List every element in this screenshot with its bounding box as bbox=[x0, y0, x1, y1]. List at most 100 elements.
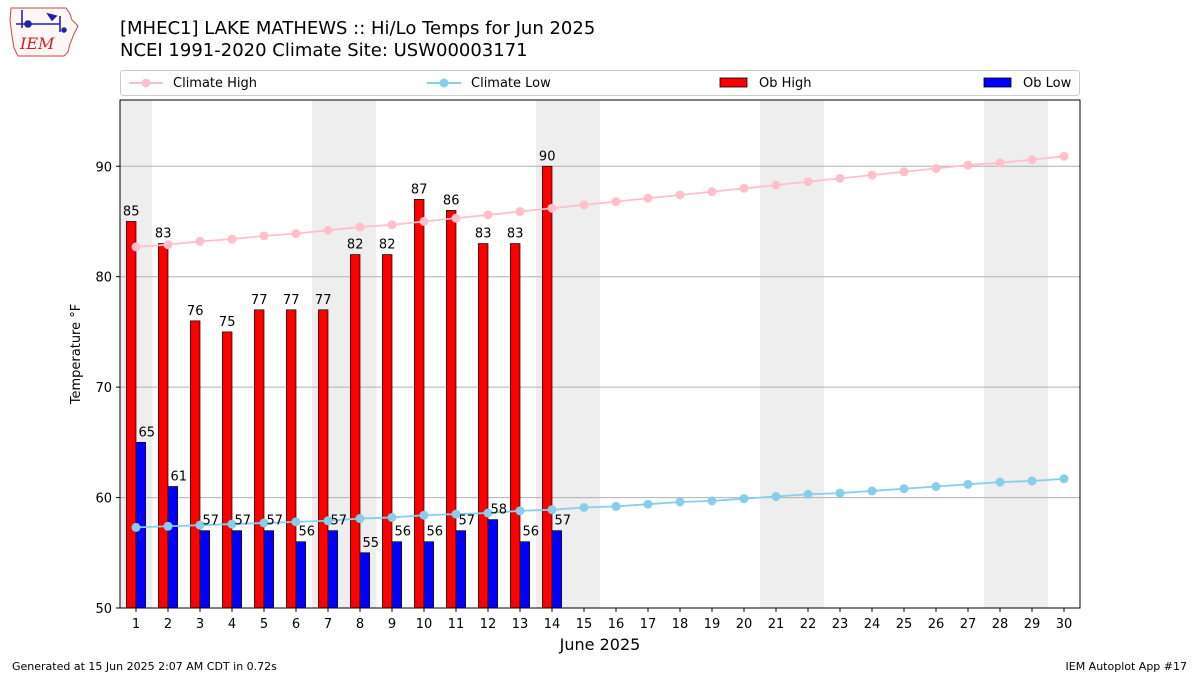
x-axis-label: June 2025 bbox=[559, 635, 641, 654]
climate-high-point bbox=[675, 190, 685, 200]
x-tick-label: 9 bbox=[388, 617, 396, 632]
x-tick-label: 29 bbox=[1024, 617, 1041, 632]
climate-low-point bbox=[291, 517, 301, 527]
ob-low-bar bbox=[359, 552, 370, 609]
climate-low-point bbox=[579, 503, 589, 513]
ob-high-bar bbox=[542, 165, 553, 609]
climate-low-point bbox=[163, 521, 173, 531]
x-tick-label: 4 bbox=[228, 617, 236, 632]
ob-high-bar bbox=[510, 243, 521, 609]
ob-high-label: 86 bbox=[443, 193, 460, 208]
legend-line-marker-icon bbox=[427, 78, 461, 88]
climate-low-point bbox=[931, 482, 941, 492]
ob-high-bar bbox=[478, 243, 489, 609]
climate-low-point bbox=[195, 520, 205, 530]
y-tick-label: 70 bbox=[95, 381, 112, 396]
x-tick-label: 6 bbox=[292, 617, 300, 632]
climate-high-point bbox=[931, 163, 941, 173]
y-tick-label: 60 bbox=[95, 492, 112, 507]
climate-high-point bbox=[611, 197, 621, 207]
legend-bar-swatch-icon bbox=[719, 77, 748, 88]
climate-high-point bbox=[259, 231, 269, 241]
x-tick-label: 16 bbox=[608, 617, 625, 632]
ob-high-bar bbox=[254, 309, 265, 609]
ob-high-bar bbox=[158, 243, 169, 609]
climate-high-point bbox=[387, 220, 397, 230]
x-tick-label: 18 bbox=[672, 617, 689, 632]
ob-high-label: 87 bbox=[411, 182, 428, 197]
footer-generated-text: Generated at 15 Jun 2025 2:07 AM CDT in … bbox=[12, 660, 277, 673]
climate-high-point bbox=[803, 177, 813, 187]
ob-low-bar bbox=[327, 530, 338, 609]
ob-high-bar bbox=[126, 221, 137, 609]
weather-station-icon bbox=[16, 10, 67, 33]
x-tick-label: 28 bbox=[992, 617, 1009, 632]
ob-low-bar bbox=[167, 486, 178, 609]
climate-high-point bbox=[323, 225, 333, 235]
climate-high-point bbox=[483, 210, 493, 220]
ob-low-bar bbox=[231, 530, 242, 609]
ob-high-label: 82 bbox=[347, 238, 364, 253]
climate-low-point bbox=[867, 486, 877, 496]
climate-low-point bbox=[419, 510, 429, 520]
ob-low-label: 55 bbox=[363, 536, 380, 551]
x-tick-label: 3 bbox=[196, 617, 204, 632]
climate-low-point bbox=[899, 484, 909, 494]
ob-high-label: 77 bbox=[315, 293, 332, 308]
climate-high-point bbox=[1027, 155, 1037, 165]
ob-low-label: 57 bbox=[235, 514, 252, 529]
x-tick-label: 25 bbox=[896, 617, 913, 632]
ob-low-label: 56 bbox=[299, 525, 316, 540]
climate-low-point bbox=[547, 505, 557, 515]
legend-label: Ob Low bbox=[1023, 75, 1072, 91]
ob-high-label: 76 bbox=[187, 304, 204, 319]
ob-high-label: 75 bbox=[219, 315, 236, 330]
legend-item-climate-low: Climate Low bbox=[427, 71, 551, 95]
x-tick-label: 24 bbox=[864, 617, 881, 632]
x-tick-label: 1 bbox=[132, 617, 140, 632]
ob-low-label: 61 bbox=[171, 470, 188, 485]
climate-low-point bbox=[995, 477, 1005, 487]
x-tick-label: 7 bbox=[324, 617, 332, 632]
climate-low-point bbox=[1059, 474, 1069, 484]
weekend-shade-band bbox=[760, 100, 824, 608]
climate-low-point bbox=[739, 494, 749, 504]
ob-high-label: 77 bbox=[251, 293, 268, 308]
climate-high-point bbox=[163, 240, 173, 250]
climate-high-point bbox=[771, 180, 781, 190]
climate-low-point bbox=[227, 519, 237, 529]
legend-line-marker-icon bbox=[129, 78, 163, 88]
plot-frame bbox=[119, 99, 1081, 609]
climate-low-point bbox=[1027, 476, 1037, 486]
ob-low-bar bbox=[295, 541, 306, 609]
x-tick-label: 22 bbox=[800, 617, 817, 632]
ob-low-bar bbox=[423, 541, 434, 609]
legend-label: Climate High bbox=[173, 75, 258, 91]
x-tick-label: 15 bbox=[576, 617, 593, 632]
x-tick-label: 20 bbox=[736, 617, 753, 632]
climate-lines bbox=[131, 151, 1069, 532]
climate-low-point bbox=[387, 512, 397, 522]
legend-label: Climate Low bbox=[471, 75, 551, 91]
x-tick-label: 8 bbox=[356, 617, 364, 632]
ob-low-bar bbox=[391, 541, 402, 609]
climate-high-point bbox=[963, 160, 973, 170]
legend-label: Ob High bbox=[759, 75, 812, 91]
ob-high-bar bbox=[286, 309, 297, 609]
y-tick-label: 50 bbox=[95, 602, 112, 617]
ob-low-label: 57 bbox=[267, 514, 284, 529]
climate-high-line bbox=[135, 155, 1065, 248]
ob-high-bar bbox=[190, 320, 201, 609]
x-tick-label: 26 bbox=[928, 617, 945, 632]
footer-app-text: IEM Autoplot App #17 bbox=[1065, 660, 1188, 673]
climate-low-line bbox=[135, 477, 1065, 529]
ob-high-bar bbox=[350, 254, 361, 609]
legend-item-ob-low: Ob Low bbox=[983, 71, 1071, 95]
climate-low-point bbox=[355, 514, 365, 524]
ob-low-bar bbox=[551, 530, 562, 609]
x-tick-label: 14 bbox=[544, 617, 561, 632]
climate-low-point bbox=[483, 508, 493, 518]
climate-high-point bbox=[451, 213, 461, 223]
x-tick-label: 30 bbox=[1056, 617, 1073, 632]
